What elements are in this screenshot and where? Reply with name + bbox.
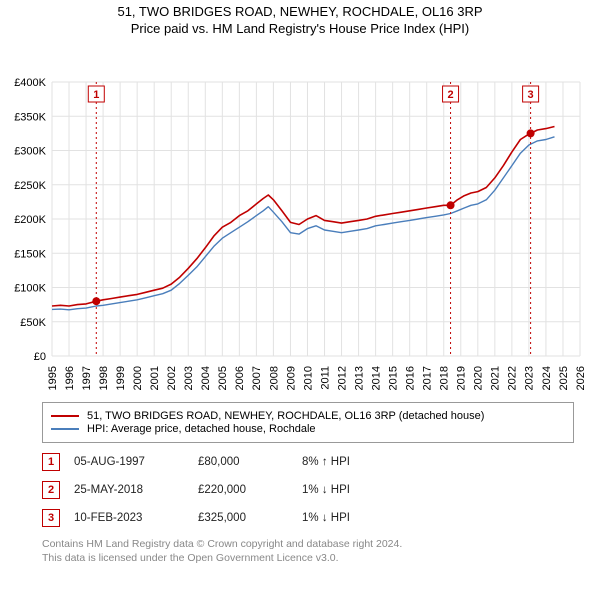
svg-text:2023: 2023 <box>524 366 536 390</box>
svg-text:2018: 2018 <box>439 366 451 390</box>
svg-text:£100K: £100K <box>14 283 46 295</box>
legend-label: HPI: Average price, detached house, Roch… <box>87 423 316 435</box>
svg-text:1: 1 <box>93 89 99 101</box>
svg-text:£200K: £200K <box>14 214 46 226</box>
svg-text:2002: 2002 <box>166 366 178 390</box>
chart-area: £0 £50K £100K £150K £200K £250K £300K £350K £400… <box>0 36 600 396</box>
svg-text:£250K: £250K <box>14 180 46 192</box>
svg-text:2005: 2005 <box>217 366 229 390</box>
svg-text:£50K: £50K <box>20 317 46 329</box>
svg-text:2008: 2008 <box>268 366 280 390</box>
legend-label: 51, TWO BRIDGES ROAD, NEWHEY, ROCHDALE, … <box>87 410 484 422</box>
footer-attribution: Contains HM Land Registry data © Crown c… <box>42 537 574 565</box>
svg-text:2024: 2024 <box>541 366 553 390</box>
footer-line: Contains HM Land Registry data © Crown c… <box>42 537 574 551</box>
transactions-table: 1 05-AUG-1997 £80,000 8% ↑ HPI 2 25-MAY-… <box>42 453 574 527</box>
transaction-date: 10-FEB-2023 <box>74 512 184 524</box>
legend: 51, TWO BRIDGES ROAD, NEWHEY, ROCHDALE, … <box>42 402 574 443</box>
table-row: 3 10-FEB-2023 £325,000 1% ↓ HPI <box>42 509 574 527</box>
svg-text:2017: 2017 <box>422 366 434 390</box>
footer-line: This data is licensed under the Open Gov… <box>42 551 574 565</box>
svg-text:2009: 2009 <box>285 366 297 390</box>
svg-text:2004: 2004 <box>200 366 212 390</box>
svg-text:2020: 2020 <box>473 366 485 390</box>
svg-text:2019: 2019 <box>456 366 468 390</box>
svg-text:2025: 2025 <box>558 366 570 390</box>
svg-text:2006: 2006 <box>234 366 246 390</box>
transaction-price: £220,000 <box>198 484 288 496</box>
transaction-delta: 8% ↑ HPI <box>302 456 402 468</box>
svg-text:1998: 1998 <box>98 366 110 390</box>
svg-text:1997: 1997 <box>81 366 93 390</box>
svg-text:2022: 2022 <box>507 366 519 390</box>
svg-text:£150K: £150K <box>14 248 46 260</box>
svg-text:2007: 2007 <box>251 366 263 390</box>
svg-text:£350K: £350K <box>14 111 46 123</box>
line-chart-svg: £0 £50K £100K £150K £200K £250K £300K £350K £400… <box>0 36 600 396</box>
svg-text:2014: 2014 <box>370 366 382 390</box>
transaction-delta: 1% ↓ HPI <box>302 512 402 524</box>
svg-text:2010: 2010 <box>302 366 314 390</box>
transaction-badge: 2 <box>42 481 60 499</box>
svg-text:2011: 2011 <box>319 366 331 390</box>
svg-text:£0: £0 <box>34 351 46 363</box>
svg-text:£400K: £400K <box>14 77 46 89</box>
svg-text:3: 3 <box>528 89 534 101</box>
transaction-date: 05-AUG-1997 <box>74 456 184 468</box>
svg-text:2001: 2001 <box>149 366 161 390</box>
svg-text:2016: 2016 <box>405 366 417 390</box>
legend-item: 51, TWO BRIDGES ROAD, NEWHEY, ROCHDALE, … <box>51 410 565 422</box>
svg-text:£300K: £300K <box>14 146 46 158</box>
svg-text:2021: 2021 <box>490 366 502 390</box>
transaction-delta: 1% ↓ HPI <box>302 484 402 496</box>
svg-text:2003: 2003 <box>183 366 195 390</box>
svg-text:2013: 2013 <box>353 366 365 390</box>
legend-swatch <box>51 428 79 430</box>
svg-text:2012: 2012 <box>336 366 348 390</box>
transaction-date: 25-MAY-2018 <box>74 484 184 496</box>
table-row: 1 05-AUG-1997 £80,000 8% ↑ HPI <box>42 453 574 471</box>
transaction-badge: 1 <box>42 453 60 471</box>
chart-titles: 51, TWO BRIDGES ROAD, NEWHEY, ROCHDALE, … <box>0 0 600 36</box>
svg-text:2: 2 <box>447 89 453 101</box>
svg-text:1995: 1995 <box>47 366 59 390</box>
legend-swatch <box>51 415 79 417</box>
svg-text:2026: 2026 <box>575 366 587 390</box>
svg-text:1999: 1999 <box>115 366 127 390</box>
address-title: 51, TWO BRIDGES ROAD, NEWHEY, ROCHDALE, … <box>0 4 600 19</box>
table-row: 2 25-MAY-2018 £220,000 1% ↓ HPI <box>42 481 574 499</box>
transaction-price: £80,000 <box>198 456 288 468</box>
chart-container: 51, TWO BRIDGES ROAD, NEWHEY, ROCHDALE, … <box>0 0 600 565</box>
transaction-badge: 3 <box>42 509 60 527</box>
svg-text:2015: 2015 <box>387 366 399 390</box>
svg-text:2000: 2000 <box>132 366 144 390</box>
transaction-price: £325,000 <box>198 512 288 524</box>
subtitle: Price paid vs. HM Land Registry's House … <box>0 21 600 36</box>
svg-text:1996: 1996 <box>64 366 76 390</box>
legend-item: HPI: Average price, detached house, Roch… <box>51 423 565 435</box>
